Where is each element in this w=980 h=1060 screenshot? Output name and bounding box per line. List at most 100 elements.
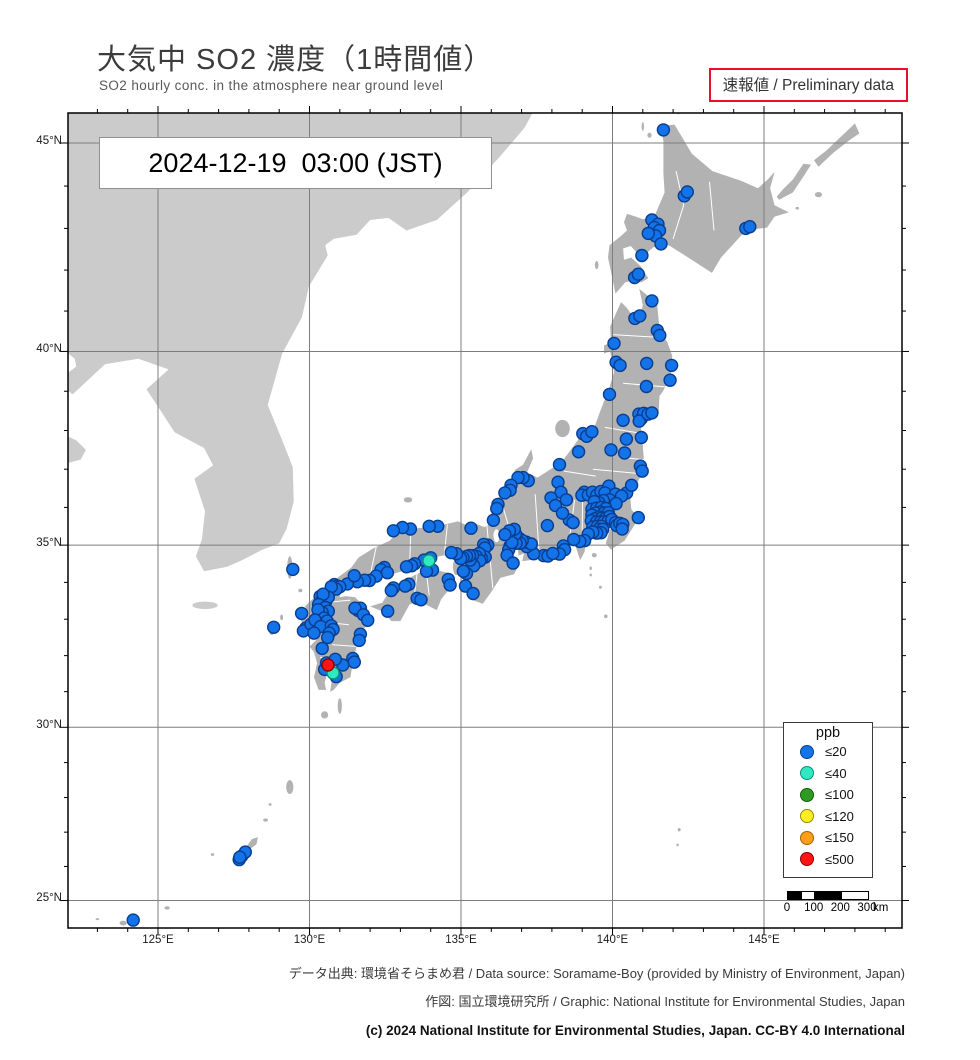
station-dot xyxy=(398,579,412,593)
lat-tick-label: 40°N xyxy=(36,343,62,356)
legend-item: ≤40 xyxy=(784,763,872,785)
station-dot xyxy=(307,626,321,640)
station-dot xyxy=(321,658,335,672)
legend-item: ≤20 xyxy=(784,741,872,763)
station-dot xyxy=(616,413,630,427)
lat-tick-label: 35°N xyxy=(36,537,62,550)
legend-item: ≤100 xyxy=(784,784,872,806)
station-dot xyxy=(506,556,520,570)
station-dot xyxy=(624,478,639,492)
station-dot xyxy=(634,430,648,445)
legend-title: ppb xyxy=(815,725,841,741)
station-dot xyxy=(294,606,309,621)
legend-marker xyxy=(800,787,814,802)
scale-bar-segment xyxy=(814,892,841,899)
page-subtitle: SO2 hourly conc. in the atmosphere near … xyxy=(99,78,444,93)
station-dot xyxy=(656,123,671,137)
station-dot xyxy=(498,527,512,542)
station-dot xyxy=(607,336,621,351)
station-dot xyxy=(640,356,654,371)
lon-tick-label: 140°E xyxy=(596,934,629,946)
station-dot xyxy=(585,425,599,439)
legend-item: ≤500 xyxy=(784,849,872,871)
legend: ppb ≤20 ≤40 ≤100 ≤120 ≤150 ≤500 xyxy=(783,722,873,878)
legend-marker xyxy=(800,744,814,759)
station-dot xyxy=(386,524,401,538)
station-dot xyxy=(456,564,471,578)
station-dot xyxy=(347,655,361,669)
station-dot xyxy=(498,486,512,500)
graticule xyxy=(68,113,902,928)
station-dot xyxy=(645,294,659,308)
station-dot xyxy=(619,432,634,446)
station-dot xyxy=(490,501,504,516)
lat-tick-label: 45°N xyxy=(36,135,62,147)
scale-bar-tick-label: 200 xyxy=(830,902,850,914)
timestamp-label: 2024-12-19 03:00 (JST) xyxy=(148,147,443,178)
scale-bar-tick-label: 300 xyxy=(857,902,877,914)
station-dot xyxy=(422,519,436,533)
legend-marker xyxy=(800,766,814,781)
station-dot xyxy=(552,457,567,472)
scale-bar: 0 100 200 300 km xyxy=(784,891,888,914)
legend-item: ≤120 xyxy=(784,806,872,828)
station-dot xyxy=(631,267,645,281)
legend-label: ≤20 xyxy=(825,744,847,760)
station-dot xyxy=(680,185,694,199)
preliminary-data-badge: 速報値 / Preliminary data xyxy=(708,68,908,102)
station-dot xyxy=(632,414,646,428)
scale-bar-unit: km xyxy=(873,902,889,914)
station-dot xyxy=(635,464,649,478)
station-dot xyxy=(639,379,654,394)
station-dot xyxy=(444,545,458,560)
lon-tick-label: 145°E xyxy=(748,934,780,946)
station-dot xyxy=(645,406,659,420)
station-dot xyxy=(653,328,667,343)
station-dot xyxy=(399,560,414,574)
station-dot xyxy=(361,613,375,627)
legend-label: ≤150 xyxy=(825,830,854,846)
station-dot xyxy=(559,493,574,507)
station-dot xyxy=(486,513,501,527)
station-dot xyxy=(617,446,632,460)
footer-credits: データ出典: 環境省そらまめ君 / Data source: Soramame-… xyxy=(289,960,905,1045)
station-dot xyxy=(464,521,478,535)
legend-label: ≤100 xyxy=(825,787,854,803)
legend-item: ≤150 xyxy=(784,827,872,849)
map-border xyxy=(67,112,903,929)
scale-bar-segment xyxy=(800,892,815,899)
station-dot xyxy=(663,373,677,387)
station-dot xyxy=(633,309,647,323)
lon-tick-label: 125°E xyxy=(142,934,174,946)
legend-label: ≤40 xyxy=(825,765,847,781)
station-dot xyxy=(555,506,570,520)
station-dot xyxy=(654,237,668,251)
station-dot xyxy=(615,522,629,536)
scale-bar-segment xyxy=(788,892,801,899)
station-dot xyxy=(233,850,247,864)
legend-marker xyxy=(800,809,814,824)
station-dot xyxy=(546,546,560,561)
station-dot xyxy=(641,226,655,241)
lon-tick-label: 135°E xyxy=(445,934,477,946)
station-dot xyxy=(604,443,618,457)
station-dots xyxy=(126,123,757,927)
lat-tick-label: 30°N xyxy=(36,719,62,732)
station-dot xyxy=(602,387,617,402)
legend-label: ≤500 xyxy=(825,851,854,867)
station-dot xyxy=(571,445,586,459)
scale-bar-tick-label: 100 xyxy=(804,902,824,914)
graphic-credit-line: 作図: 国立環境研究所 / Graphic: National Institut… xyxy=(425,994,905,1009)
station-dot xyxy=(567,532,581,547)
station-dot xyxy=(443,578,457,592)
station-dot xyxy=(743,219,757,234)
station-dot xyxy=(267,620,281,634)
page-title: 大気中 SO2 濃度（1時間値） xyxy=(97,44,494,76)
lat-tick-label: 25°N xyxy=(36,892,62,905)
station-dot xyxy=(631,510,645,525)
station-dot xyxy=(466,586,480,601)
data-source-line: データ出典: 環境省そらまめ君 / Data source: Soramame-… xyxy=(288,966,905,981)
station-dot xyxy=(321,630,335,645)
scale-bar-segment xyxy=(840,892,868,899)
